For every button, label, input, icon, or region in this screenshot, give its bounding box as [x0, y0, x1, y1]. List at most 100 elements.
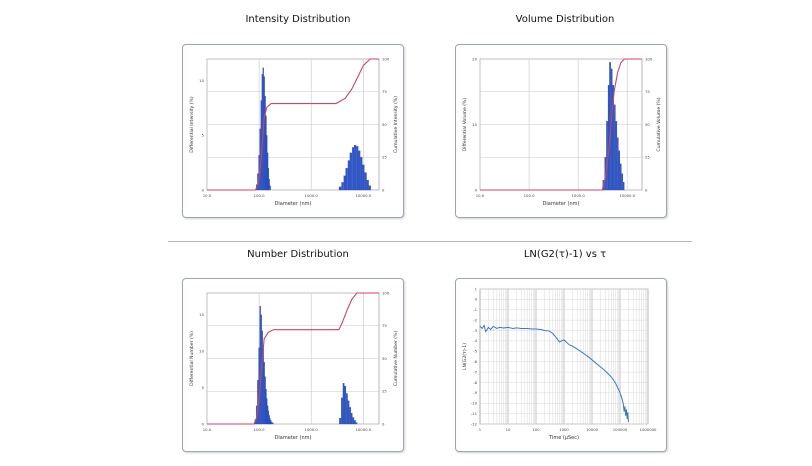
histogram-bar [258, 347, 260, 425]
y-tick-label: 20 [472, 56, 477, 61]
x-tick-label: 1000.0 [572, 193, 586, 198]
x-axis-label: Diameter (nm) [275, 435, 312, 441]
histogram-bar [349, 407, 351, 425]
histogram-bar [364, 172, 367, 191]
x-tick-label: 100.0 [254, 427, 265, 432]
x-tick-label: 1000000 [640, 427, 657, 432]
histogram-bar [356, 146, 359, 191]
histogram-bar [368, 185, 371, 191]
y-tick-label: -1 [473, 307, 477, 312]
y2-tick-label: 0 [382, 187, 385, 192]
y2-tick-label: 50 [645, 122, 650, 127]
y-tick-label: -11 [471, 411, 478, 416]
histogram-bar [261, 330, 263, 425]
y2-tick-label: 100 [382, 290, 390, 295]
histogram-bar [339, 418, 342, 425]
x-tick-label: 100000 [613, 427, 628, 432]
histogram-bar [360, 157, 363, 191]
volume-chart-frame: 10.0 100.0 1000.0 10000.0 0 10 20 Diameter (nm)… [455, 44, 667, 218]
cumulative-curve [207, 58, 379, 191]
y-tick-label: -12 [471, 421, 478, 426]
ln-title: LN(G2(τ)-1) vs τ [523, 249, 607, 260]
x-axis-label: Diameter (nm) [543, 201, 580, 207]
x-tick-label: 1000.0 [305, 193, 319, 198]
intensity-chart-frame: 10.0 100.0 1000.0 10000.0 0 5 10 Diameter (nm) D… [182, 44, 404, 218]
histogram-bar [352, 147, 355, 191]
histogram-bar [352, 417, 355, 425]
y2-tick-label: 25 [382, 389, 387, 394]
histogram-bar [354, 145, 357, 191]
y-tick-label: -9 [473, 390, 477, 395]
x-tick-label: 10000.0 [355, 427, 371, 432]
intensity-title: Intensity Distribution [245, 14, 351, 25]
x-tick-label: 10 [506, 427, 511, 432]
histogram-bar [614, 104, 616, 191]
histogram-bar [607, 85, 610, 191]
x-tick-label: 100.0 [524, 193, 535, 198]
histogram-bar [338, 186, 342, 191]
x-tick-label: 100.0 [254, 193, 265, 198]
cumulative-curve [207, 292, 379, 425]
intensity-chart: 10.0 100.0 1000.0 10000.0 0 5 10 Diameter (nm) D… [189, 56, 399, 207]
histogram-bar [347, 160, 350, 191]
histogram-bar [342, 383, 345, 425]
y2-tick-label: 50 [382, 122, 387, 127]
y-tick-label: 0 [475, 187, 478, 192]
histogram-bar [350, 412, 353, 425]
histogram-bar [354, 420, 356, 425]
histogram-bar [617, 137, 619, 191]
x-tick-label: 10.0 [203, 427, 212, 432]
y-tick-label: 1 [475, 286, 478, 291]
y-tick-label: -10 [471, 401, 478, 406]
y-tick-label: -8 [473, 380, 477, 385]
histogram-bar [362, 164, 365, 191]
x-tick-label: 10000.0 [355, 193, 371, 198]
histogram-bar [268, 185, 271, 191]
y2-tick-label: 75 [645, 89, 650, 94]
y2-tick-label: 25 [645, 155, 650, 160]
y-tick-label: 10 [199, 78, 204, 83]
histogram-bar [347, 400, 350, 425]
y-tick-label: 10 [199, 349, 204, 354]
correlation-line [479, 324, 629, 422]
y-tick-label: 0 [202, 187, 205, 192]
histogram-bar [366, 180, 369, 191]
y-tick-label: 5 [202, 385, 205, 390]
y2-tick-label: 75 [382, 89, 387, 94]
histogram-bar [618, 150, 621, 191]
histogram-bar [619, 163, 622, 191]
histogram-bar [349, 152, 352, 191]
histogram-bar [341, 397, 343, 425]
y2-axis-label: Cumulative Intensity (%) [393, 96, 399, 153]
histogram-bar [259, 306, 261, 425]
y-tick-label: -7 [473, 369, 477, 374]
y-tick-label: 0 [475, 297, 478, 302]
y-axis-label: Differential Intensity (%) [189, 96, 195, 153]
x-axis-label: Time (µSec) [548, 435, 579, 441]
y-axis-label: Differential Volume (%) [462, 98, 468, 152]
y-tick-label: 0 [202, 421, 205, 426]
y2-tick-label: 100 [382, 56, 390, 61]
y-tick-label: -6 [473, 359, 477, 364]
volume-title: Volume Distribution [515, 14, 615, 25]
y-tick-label: -5 [473, 349, 477, 354]
histogram-bar [355, 422, 358, 425]
x-tick-label: 1000 [559, 427, 569, 432]
y2-tick-label: 0 [382, 421, 385, 426]
x-tick-label: 10000 [586, 427, 599, 432]
x-tick-label: 100 [532, 427, 540, 432]
x-tick-label: 10.0 [476, 193, 485, 198]
number-chart: 10.0 100.0 1000.0 10000.0 0 5 10 15 Diameter (nm… [189, 290, 399, 441]
y2-tick-label: 25 [382, 155, 387, 160]
section-divider [168, 241, 692, 242]
y2-axis-label: Cumulative Number (%) [393, 331, 399, 387]
ln-chart: 1 10 100 1000 10000 100000 100000010-1-2-3-4-5… [462, 286, 657, 441]
histogram-bar [341, 182, 344, 191]
histogram-bar [612, 85, 615, 191]
histogram-bar [345, 168, 348, 191]
histogram-bar [343, 175, 346, 191]
y2-axis-label: Cumulative Volume (%) [656, 97, 662, 151]
y-tick-label: 5 [202, 133, 205, 138]
histogram-bar [344, 386, 347, 425]
histogram-bar [358, 150, 361, 191]
